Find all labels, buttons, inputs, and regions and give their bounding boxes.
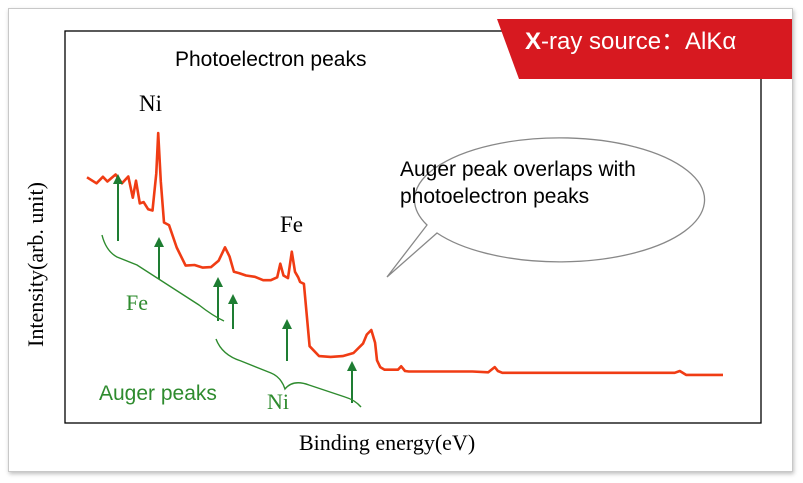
auger-fe-bracket [101, 234, 225, 322]
badge-text: X-ray source：AlKα [525, 28, 736, 55]
x-axis-label: Binding energy(eV) [299, 430, 475, 455]
callout-bubble-shape [386, 137, 706, 278]
y-axis-label: Intensity(arb. unit) [23, 182, 48, 347]
callout-line-1: Auger peak overlaps with [400, 158, 636, 181]
fe-peak-label: Fe [280, 212, 303, 237]
auger-arrow-2 [154, 237, 164, 279]
auger-arrows [113, 174, 357, 403]
badge-background [497, 19, 792, 79]
auger-arrow-4 [228, 294, 238, 329]
spectrum-series-line [86, 131, 723, 377]
ni-peak-label: Ni [139, 91, 162, 116]
badge-bold-letter: X [525, 28, 541, 55]
auger-ni-label: Ni [267, 389, 289, 414]
auger-arrow-5 [282, 319, 292, 361]
callout-line-2: photoelectron peaks [400, 185, 589, 208]
auger-arrow-3 [213, 277, 223, 321]
auger-ni-bracket [215, 338, 362, 408]
xray-source-badge: X-ray source：AlKα [497, 19, 792, 79]
callout-bubble: Auger peak overlaps with photoelectron p… [386, 137, 706, 278]
plot-area-border [64, 30, 762, 424]
auger-arrow-6 [347, 361, 357, 403]
photoelectron-peaks-title: Photoelectron peaks [175, 48, 366, 71]
xps-spectrum-chart: X-ray source：AlKα Photoelectron peaks Ni… [23, 19, 792, 455]
auger-fe-label: Fe [126, 290, 148, 315]
auger-arrow-1 [113, 174, 123, 241]
badge-source-text: -ray source：AlKα [541, 28, 736, 55]
auger-peaks-label: Auger peaks [99, 382, 217, 405]
figure-frame: X-ray source：AlKα Photoelectron peaks Ni… [8, 8, 793, 472]
